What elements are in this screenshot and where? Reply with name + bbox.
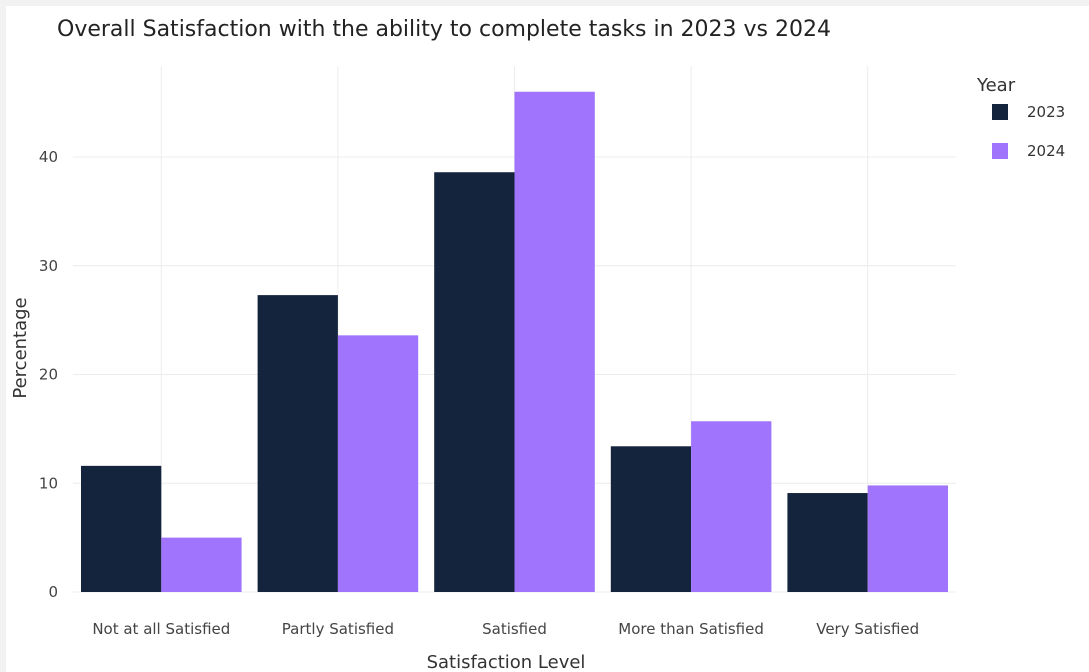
y-tick-label: 20 <box>39 366 58 384</box>
y-tick-label: 40 <box>39 148 58 166</box>
bar-2024[interactable] <box>337 335 419 592</box>
bar-2024[interactable] <box>161 537 242 592</box>
bar-2023[interactable] <box>787 493 868 592</box>
y-tick-label: 10 <box>39 474 58 492</box>
bars[interactable] <box>81 91 948 592</box>
chart-container: Overall Satisfaction with the ability to… <box>6 6 1089 672</box>
bar-2024[interactable] <box>514 91 595 592</box>
x-tick-label: Satisfied <box>482 620 547 638</box>
legend-swatch <box>992 104 1008 120</box>
legend-items[interactable]: 2023 2024 <box>992 103 1065 160</box>
legend[interactable]: Year 2023 2024 <box>976 75 1065 160</box>
bar-2024[interactable] <box>691 421 772 592</box>
legend-label: 2024 <box>1027 142 1065 160</box>
bar-chart: Overall Satisfaction with the ability to… <box>10 17 1065 672</box>
y-tick-label: 30 <box>39 257 58 275</box>
x-axis-ticks: Not at all Satisfied Partly Satisfied Sati… <box>92 620 919 638</box>
bar-2023[interactable] <box>610 446 692 592</box>
bar-2023[interactable] <box>257 295 338 592</box>
x-tick-label: Partly Satisfied <box>282 620 394 638</box>
legend-label: 2023 <box>1027 103 1065 121</box>
bar-2023[interactable] <box>434 172 515 592</box>
chart-title: Overall Satisfaction with the ability to… <box>57 17 831 42</box>
x-tick-label: More than Satisfied <box>618 620 764 638</box>
legend-title: Year <box>976 75 1016 96</box>
bar-2024[interactable] <box>867 485 948 592</box>
legend-swatch <box>992 143 1008 159</box>
y-axis-ticks: 0 10 20 30 40 <box>39 148 58 601</box>
y-axis-title: Percentage <box>10 297 31 398</box>
bar-2023[interactable] <box>81 465 162 592</box>
legend-item-2024[interactable]: 2024 <box>992 142 1065 160</box>
x-axis-title: Satisfaction Level <box>427 652 586 672</box>
x-tick-label: Very Satisfied <box>816 620 919 638</box>
x-tick-label: Not at all Satisfied <box>92 620 230 638</box>
y-tick-label: 0 <box>48 583 58 601</box>
legend-item-2023[interactable]: 2023 <box>992 103 1065 121</box>
